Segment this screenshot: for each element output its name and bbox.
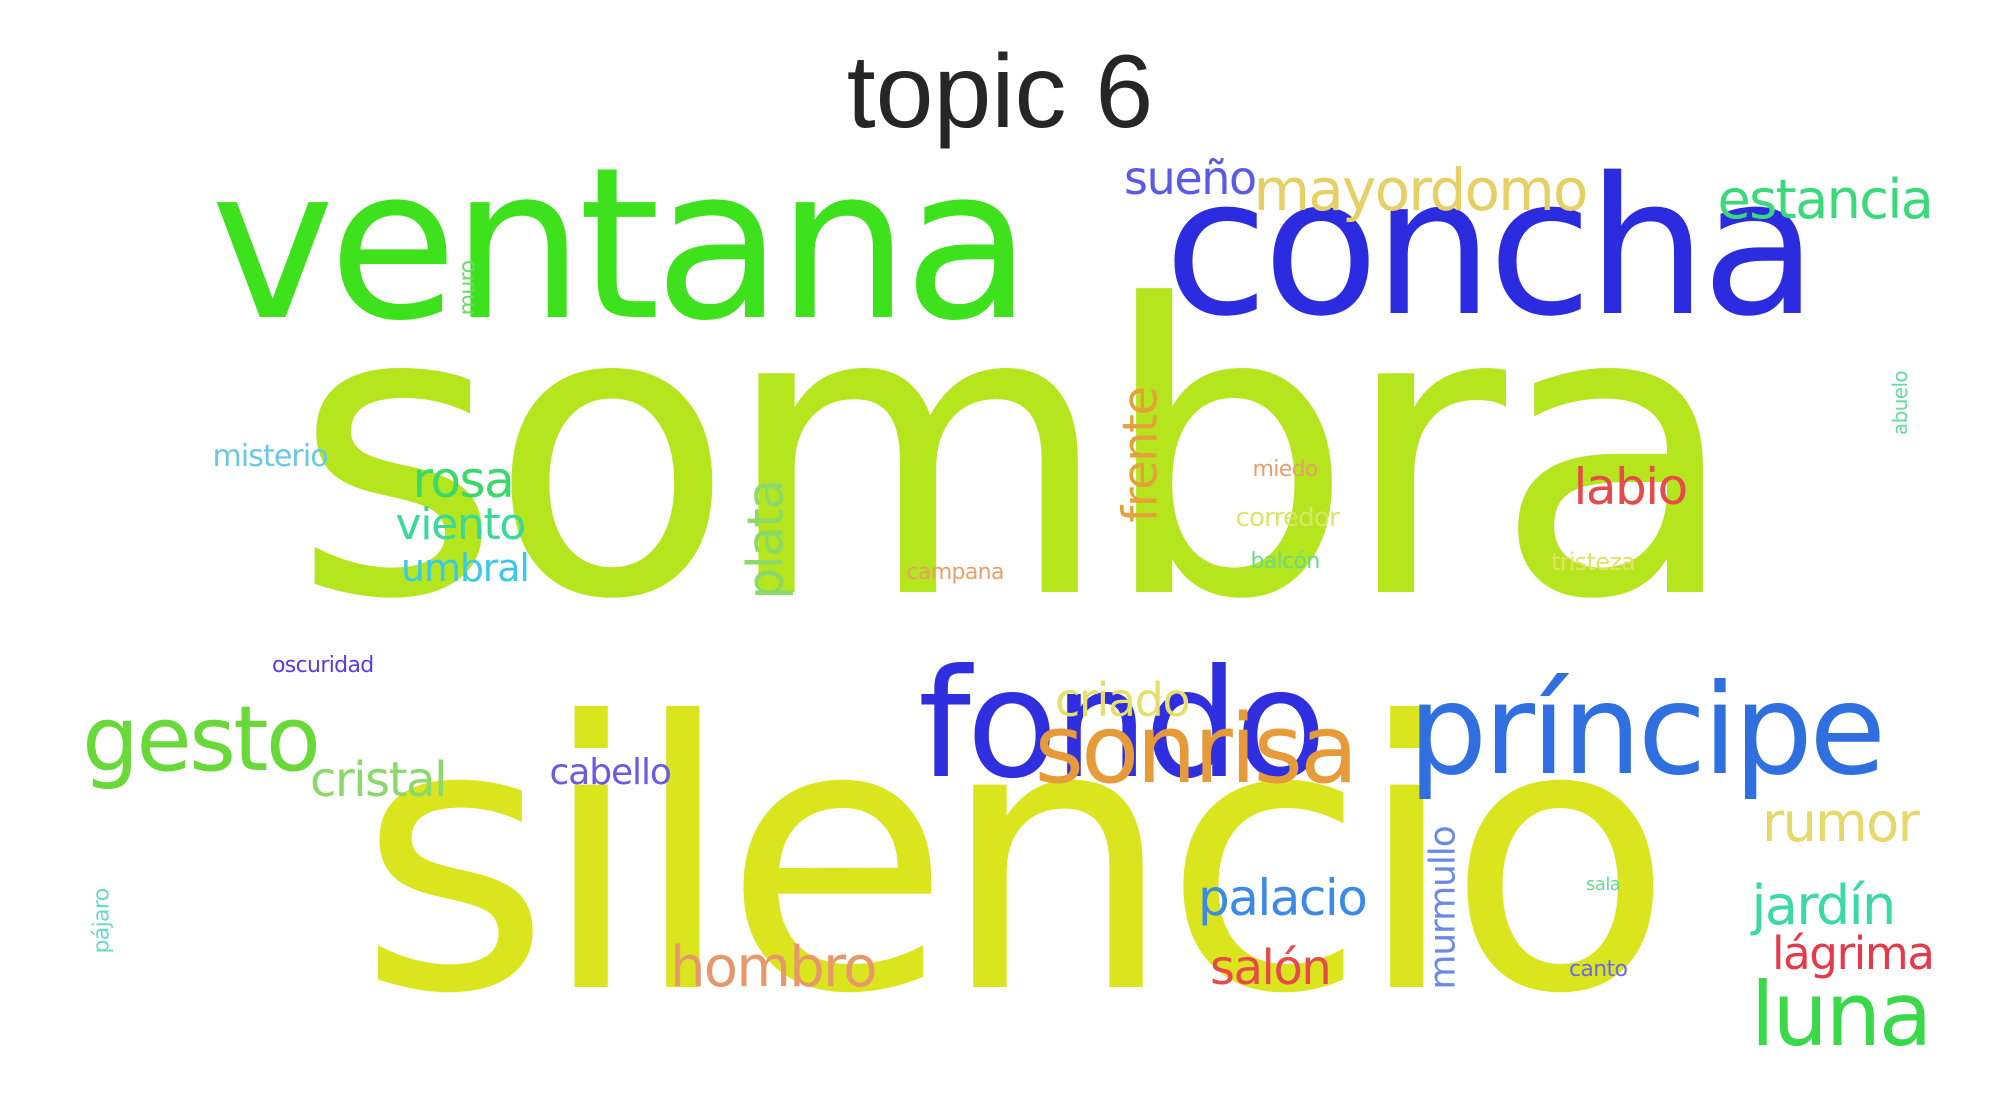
word-16: palacio — [1198, 869, 1368, 927]
word-4: fondo — [918, 638, 1327, 812]
word-19: criado — [1055, 673, 1191, 727]
word-15: hombro — [670, 935, 878, 1000]
word-22: viento — [395, 499, 527, 550]
word-5: príncipe — [1408, 657, 1886, 803]
word-30: muro — [454, 260, 480, 316]
word-12: rumor — [1762, 791, 1920, 854]
word-18: labio — [1573, 458, 1689, 516]
word-23: umbral — [401, 546, 530, 590]
word-35: tristeza — [1551, 548, 1636, 576]
word-1: silencio — [358, 645, 1673, 1075]
word-24: plata — [736, 480, 795, 600]
word-20: cristal — [310, 752, 447, 808]
word-29: oscuridad — [272, 653, 374, 678]
word-9: estancia — [1717, 168, 1934, 231]
word-8: luna — [1750, 963, 1933, 1066]
word-31: abuelo — [1888, 370, 1913, 436]
word-27: cabello — [549, 752, 672, 793]
word-11: sueño — [1124, 151, 1257, 205]
word-26: misterio — [212, 439, 329, 474]
word-33: corredor — [1235, 503, 1340, 533]
word-6: sonrisa — [1034, 694, 1359, 805]
word-39: pájaro — [89, 888, 115, 954]
word-38: canto — [1569, 957, 1628, 982]
word-36: campana — [906, 560, 1005, 585]
word-32: miedo — [1252, 457, 1319, 482]
word-25: frente — [1112, 387, 1169, 523]
word-34: balcón — [1250, 549, 1321, 574]
word-21: rosa — [412, 451, 515, 509]
word-28: murmullo — [1422, 826, 1464, 990]
word-37: sala — [1586, 874, 1621, 895]
word-13: jardín — [1751, 874, 1897, 937]
word-2: ventana — [210, 122, 1033, 367]
word-17: salón — [1210, 940, 1332, 996]
word-14: lágrima — [1772, 926, 1935, 980]
chart-title: topic 6 — [846, 34, 1154, 150]
word-0: sombra — [293, 222, 1739, 687]
word-7: gesto — [82, 687, 321, 792]
word-10: mayordomo — [1253, 156, 1589, 224]
word-3: concha — [1164, 137, 1818, 358]
